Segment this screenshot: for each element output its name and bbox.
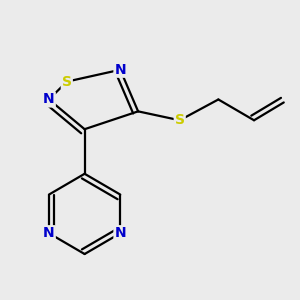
Text: N: N [43,92,55,106]
Text: S: S [62,75,72,88]
Text: N: N [43,226,55,240]
Text: N: N [115,63,126,77]
Text: S: S [175,113,185,127]
Text: N: N [115,226,126,240]
